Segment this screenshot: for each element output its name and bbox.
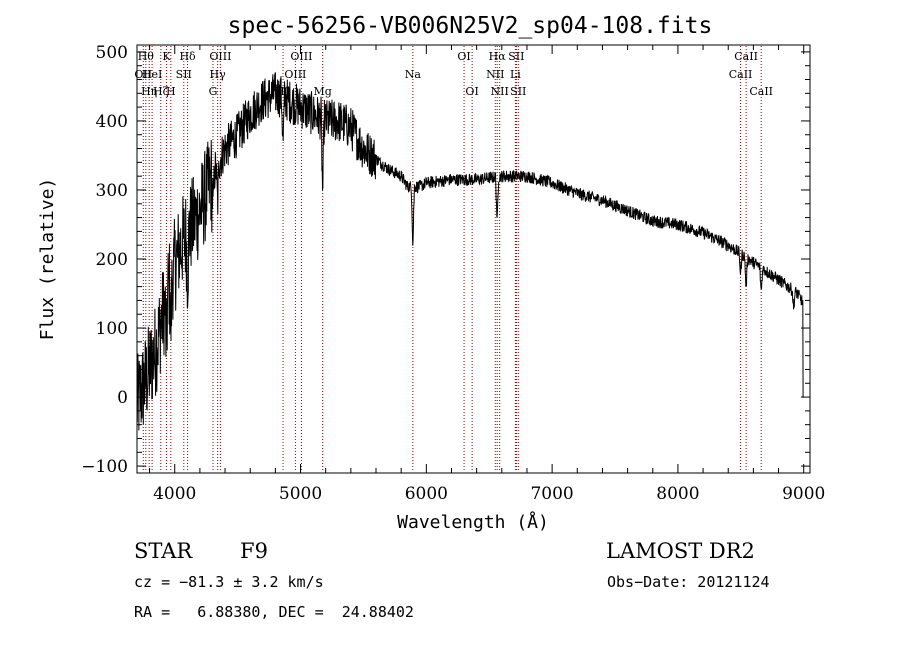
y-tick-label-5: 400	[96, 112, 128, 132]
y-tick-label-4: 300	[96, 181, 128, 201]
line-label-4: Hζ	[153, 85, 169, 98]
line-label-27: CaII	[749, 85, 773, 98]
observation-date: Obs−Date: 20121124	[607, 573, 770, 591]
y-tick-label-1: 0	[117, 388, 128, 408]
line-label-25: CaII	[729, 68, 753, 81]
x-tick-label-2: 6000	[405, 484, 448, 504]
line-label-7: SII	[176, 68, 192, 81]
plot-frame	[136, 44, 811, 474]
line-label-17: OI	[457, 50, 470, 63]
y-tick-label-6: 500	[96, 43, 128, 63]
line-label-15: Mg	[314, 85, 332, 98]
spectral-line-markers	[142, 46, 762, 472]
x-tick-label-3: 7000	[530, 484, 573, 504]
line-label-21: NII	[491, 85, 509, 98]
line-label-22: Li	[510, 68, 521, 81]
axis-ticks	[137, 45, 810, 473]
x-tick-label-4: 8000	[656, 484, 699, 504]
line-label-10: Hγ	[210, 68, 227, 81]
survey-name: LAMOST DR2	[606, 539, 755, 563]
line-label-26: CaII	[734, 50, 758, 63]
y-tick-label-2: 100	[96, 319, 128, 339]
line-label-3: HeI	[142, 68, 162, 81]
line-label-23: SII	[508, 50, 524, 63]
line-label-20: Hα	[489, 50, 507, 63]
spectrum-line	[136, 72, 804, 431]
line-label-18: OI	[465, 85, 478, 98]
object-class: STAR	[134, 539, 193, 563]
line-label-9: G	[209, 85, 218, 98]
object-subclass: F9	[240, 539, 268, 563]
line-label-13: OIII	[284, 68, 306, 81]
line-label-1: Hθ	[138, 50, 155, 63]
line-label-0: OII	[134, 68, 152, 81]
line-label-2: Hη	[141, 85, 157, 98]
x-axis-label: Wavelength (Å)	[397, 511, 549, 533]
axis-tick-labels: 4000 5000 6000 7000 8000 9000 −100 0 100 200 300 40…	[81, 43, 825, 504]
y-tick-label-0: −100	[81, 457, 128, 477]
line-label-5: K	[162, 50, 171, 63]
line-label-6: H	[166, 85, 176, 98]
line-label-11: OIII	[209, 50, 231, 63]
coordinates: RA = 6.88380, DEC = 24.88402	[134, 603, 414, 621]
line-label-8: Hδ	[179, 50, 196, 63]
line-label-19: NII	[486, 68, 504, 81]
line-label-16: Na	[405, 68, 422, 81]
y-tick-label-3: 200	[96, 250, 128, 270]
y-axis-label: Flux (relative)	[37, 178, 58, 341]
x-tick-label-0: 4000	[153, 484, 196, 504]
x-tick-label-5: 9000	[782, 484, 825, 504]
line-label-24: SII	[510, 85, 526, 98]
redshift-info: cz = −81.3 ± 3.2 km/s	[134, 573, 324, 591]
chart-title: spec-56256-VB006N25V2_sp04-108.fits	[228, 13, 713, 39]
x-tick-label-1: 5000	[279, 484, 322, 504]
spectral-line-labels: OIIHθHηHeIHζKHSIIHδGHγOIIIHβOIIIOIIIMgNa…	[134, 50, 773, 98]
line-label-14: OIII	[290, 50, 312, 63]
